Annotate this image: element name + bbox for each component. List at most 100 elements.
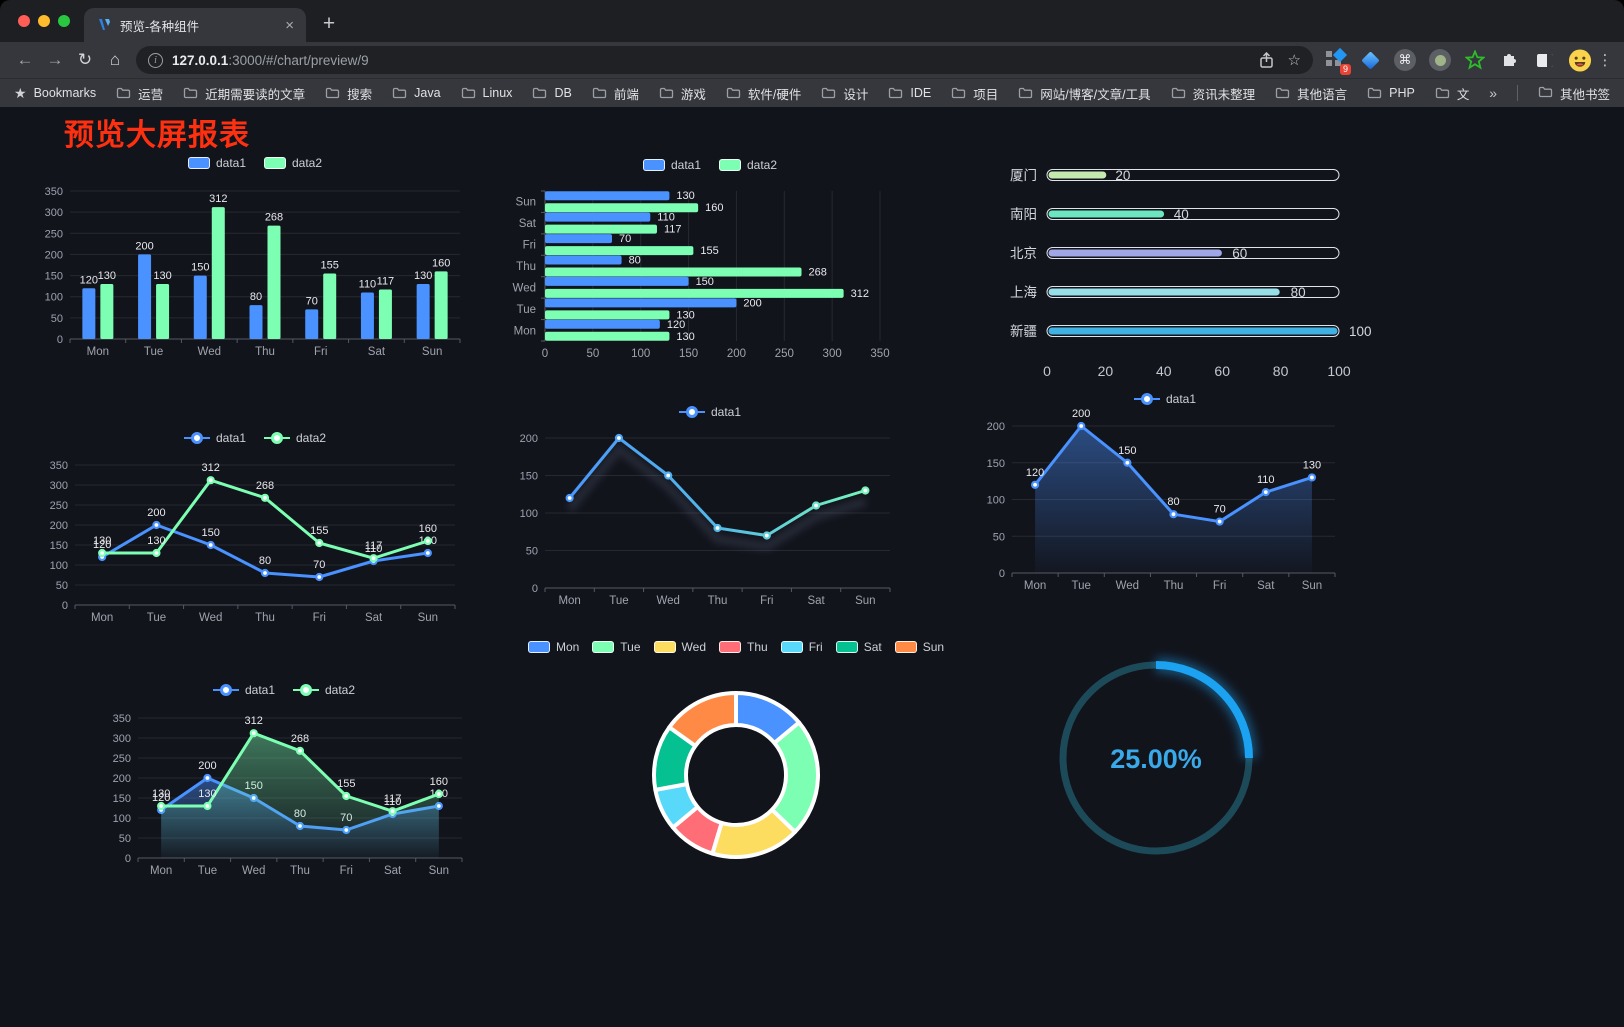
bookmark-folder[interactable]: PHP <box>1367 84 1415 103</box>
green-star-icon[interactable] <box>1463 48 1487 72</box>
bookmark-star-icon[interactable]: ☆ <box>1287 52 1301 69</box>
legend-item-Thu[interactable]: Thu <box>719 640 768 654</box>
bookmark-folder[interactable]: 网站/博客/文章/工具 <box>1018 84 1151 103</box>
menu-kebab-icon[interactable]: ⋮ <box>1597 52 1613 69</box>
two-series-area-chart[interactable]: data1 data2 0 50 100 150 200 250 300 350 Mon Tue Wed… <box>100 677 468 891</box>
svg-text:200: 200 <box>727 348 746 360</box>
reload-icon[interactable]: ↻ <box>77 50 93 69</box>
other-bookmarks-folder[interactable]: 其他书签 <box>1538 84 1610 103</box>
legend-item-data1[interactable]: data1 <box>678 405 741 419</box>
side-panel-icon[interactable] <box>1533 48 1557 72</box>
favicon <box>99 19 110 30</box>
bookmark-folder[interactable]: 游戏 <box>659 84 706 103</box>
svg-text:160: 160 <box>430 776 448 788</box>
minimize-window-button[interactable] <box>38 15 50 27</box>
folder-icon <box>116 87 131 99</box>
tab-close-icon[interactable]: × <box>285 16 294 34</box>
profile-avatar[interactable] <box>1568 48 1592 72</box>
folder-icon <box>461 87 475 99</box>
bookmarks-overflow-icon[interactable]: » <box>1489 85 1497 101</box>
address-bar[interactable]: i 127.0.0.1:3000/#/chart/preview/9 ☆ <box>136 46 1313 74</box>
command-circle-icon[interactable]: ⌘ <box>1393 48 1417 72</box>
svg-text:100: 100 <box>631 348 650 360</box>
legend-item-data1[interactable]: data1 <box>642 158 701 172</box>
svg-text:130: 130 <box>1303 459 1321 471</box>
svg-text:40: 40 <box>1156 363 1172 379</box>
svg-text:60: 60 <box>1214 363 1230 379</box>
svg-text:上海: 上海 <box>1010 285 1037 300</box>
bookmark-folder[interactable]: 文件服务器 <box>1435 84 1469 103</box>
site-info-icon[interactable]: i <box>148 52 163 68</box>
svg-text:200: 200 <box>1072 408 1090 420</box>
record-circle-icon[interactable] <box>1428 48 1452 72</box>
legend-item-data1[interactable]: data1 <box>212 683 275 697</box>
horizontal-bar-chart[interactable]: data1 data2 0 50 100 150 200 250 300 350 Sun 130 160… <box>500 152 920 370</box>
progress-bars-chart[interactable]: 厦门 20 南阳 40 北京 60 上海 80 新疆 100 0 20 40 60 80 100 <box>985 157 1373 397</box>
legend-item-data2[interactable]: data2 <box>264 431 326 445</box>
svg-text:Sun: Sun <box>422 346 442 358</box>
donut-chart[interactable]: Mon Tue Wed Thu Fri Sat Sun <box>527 635 944 887</box>
legend-item-data1[interactable]: data1 <box>187 156 246 170</box>
chart-legend: Mon Tue Wed Thu Fri Sat Sun <box>527 640 944 654</box>
svg-text:312: 312 <box>245 715 263 727</box>
legend-item-data2[interactable]: data2 <box>719 158 777 172</box>
tab-title: 预览-各种组件 <box>120 19 200 34</box>
bookmark-folder[interactable]: 软件/硬件 <box>726 84 801 103</box>
legend-item-Sun[interactable]: Sun <box>894 640 944 654</box>
legend-item-Sat[interactable]: Sat <box>835 640 882 654</box>
area-line-chart[interactable]: data1 0 50 100 150 200 Mon Tue Wed Thu Fri Sat Sun 12… <box>985 388 1345 600</box>
new-tab-button[interactable]: + <box>322 12 336 35</box>
gradient-line-chart[interactable]: data1 0 50 100 150 200 Mon Tue Wed Thu Fri Sat Sun <box>500 400 920 612</box>
svg-text:Thu: Thu <box>1164 580 1184 592</box>
legend-item-data2[interactable]: data2 <box>264 156 322 170</box>
bookmarks-manager[interactable]: ★ Bookmarks <box>14 84 97 101</box>
svg-text:150: 150 <box>696 276 714 288</box>
gauge-chart[interactable]: 25.00% <box>1036 639 1280 883</box>
home-icon[interactable]: ⌂ <box>109 50 121 69</box>
legend-item-Tue[interactable]: Tue <box>592 640 641 654</box>
two-series-line-chart[interactable]: data1 data2 0 50 100 150 200 250 300 350 Mon Tue Wed… <box>45 425 465 639</box>
extension-badge: 9 <box>1339 64 1351 75</box>
close-window-button[interactable] <box>18 15 30 27</box>
svg-text:117: 117 <box>365 540 383 552</box>
folder-icon <box>1538 86 1553 101</box>
forward-icon[interactable]: → <box>46 50 64 69</box>
grouped-bar-chart[interactable]: data1 data2 0 50 100 150 200 250 300 350 Mon Tue Wed… <box>45 152 465 370</box>
svg-text:40: 40 <box>1174 207 1189 222</box>
maximize-window-button[interactable] <box>58 15 70 27</box>
tampermonkey-grid-icon[interactable]: 9 <box>1323 47 1351 75</box>
svg-text:120: 120 <box>152 792 170 804</box>
bookmark-folder[interactable]: 其他语言 <box>1275 84 1347 103</box>
svg-text:250: 250 <box>50 500 68 512</box>
svg-text:300: 300 <box>45 207 63 219</box>
bookmark-folder[interactable]: 项目 <box>951 84 998 103</box>
gem-icon[interactable] <box>1358 48 1382 72</box>
bookmark-folder[interactable]: Java <box>392 84 441 103</box>
bookmark-folder[interactable]: 运营 <box>116 84 163 103</box>
svg-text:80: 80 <box>259 555 271 567</box>
legend-item-Mon[interactable]: Mon <box>527 640 579 654</box>
folder-icon <box>1275 87 1290 99</box>
bookmark-folder[interactable]: 设计 <box>821 84 868 103</box>
puzzle-extensions-icon[interactable] <box>1498 48 1522 72</box>
legend-item-Fri[interactable]: Fri <box>780 640 823 654</box>
browser-tab[interactable]: 预览-各种组件 × <box>84 8 306 42</box>
bookmark-folder[interactable]: 前端 <box>592 84 639 103</box>
svg-text:60: 60 <box>1232 246 1247 261</box>
bookmark-folder[interactable]: DB <box>532 84 572 103</box>
back-icon[interactable]: ← <box>16 50 34 69</box>
svg-text:268: 268 <box>291 733 309 745</box>
bookmark-folder[interactable]: 搜索 <box>325 84 372 103</box>
share-icon[interactable] <box>1259 51 1274 69</box>
legend-item-Wed[interactable]: Wed <box>653 640 706 654</box>
legend-item-data2[interactable]: data2 <box>293 683 355 697</box>
legend-item-data1[interactable]: data1 <box>183 431 246 445</box>
legend-item-data1[interactable]: data1 <box>1133 392 1196 406</box>
bookmark-folder[interactable]: 近期需要读的文章 <box>183 84 305 103</box>
svg-text:200: 200 <box>198 760 216 772</box>
bookmark-folder[interactable]: Linux <box>461 84 512 103</box>
svg-text:312: 312 <box>202 462 220 474</box>
svg-text:70: 70 <box>306 295 318 307</box>
bookmark-folder[interactable]: 资讯未整理 <box>1171 84 1255 103</box>
bookmark-folder[interactable]: IDE <box>888 84 931 103</box>
